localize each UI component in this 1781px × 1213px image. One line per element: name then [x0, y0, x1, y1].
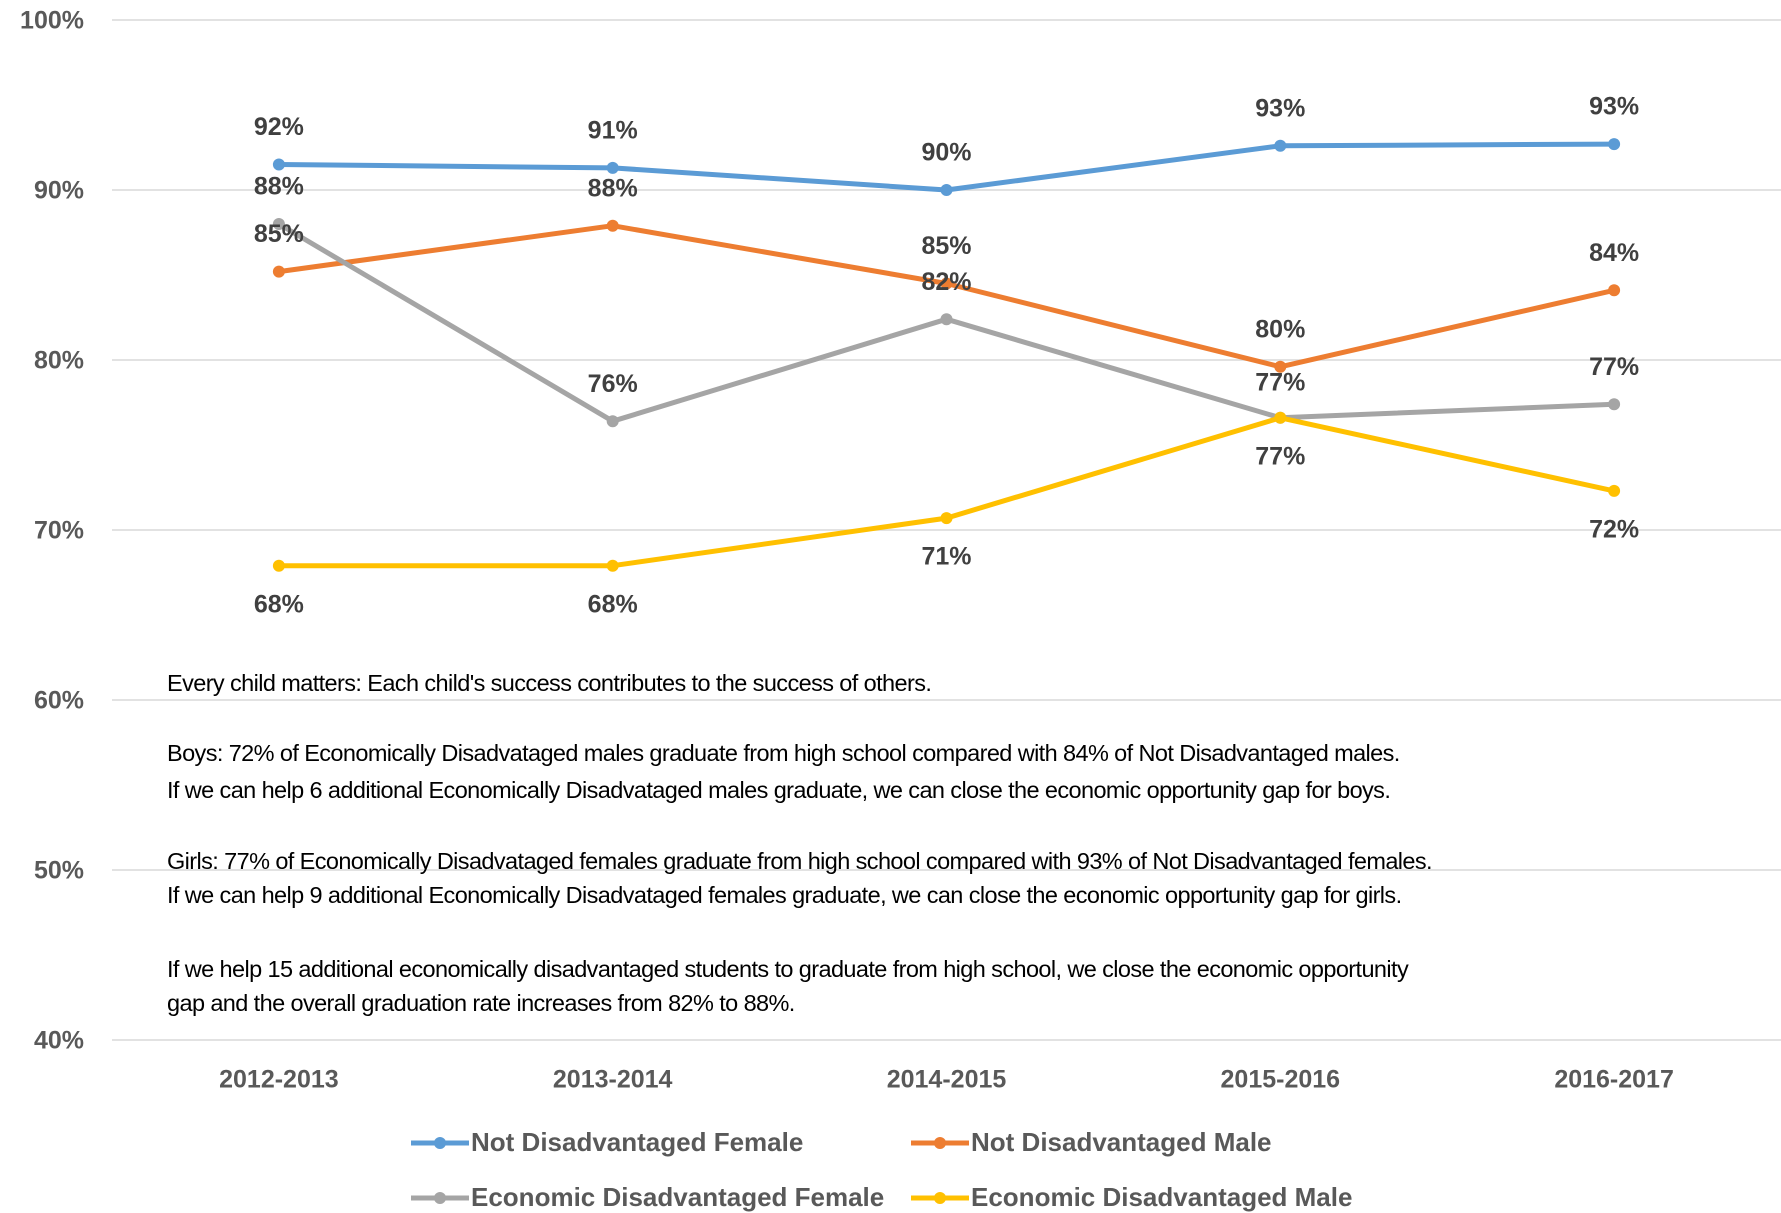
legend-label: Economic Disadvantaged Male [971, 1182, 1352, 1212]
data-label: 72% [1589, 516, 1639, 544]
point [1274, 139, 1287, 152]
point [940, 277, 953, 290]
legend-swatch-marker [934, 1192, 946, 1204]
point [606, 219, 619, 232]
data-label: 76% [588, 370, 638, 398]
data-label: 84% [1589, 239, 1639, 267]
legend-label: Not Disadvantaged Female [471, 1127, 803, 1157]
legend-label: Economic Disadvantaged Female [471, 1182, 884, 1212]
y-tick-label: 90% [34, 177, 84, 205]
annotation: If we help 15 additional economically di… [167, 956, 1409, 982]
data-label: 88% [588, 174, 638, 202]
data-label: 77% [1589, 353, 1639, 381]
point [1608, 284, 1621, 297]
data-label: 77% [1255, 442, 1305, 470]
data-label: 77% [1255, 368, 1305, 396]
point [272, 559, 285, 572]
data-label: 68% [588, 590, 638, 618]
data-label: 91% [588, 117, 638, 145]
point [272, 158, 285, 171]
point [606, 161, 619, 174]
annotation: gap and the overall graduation rate incr… [167, 990, 795, 1016]
point [1608, 398, 1621, 411]
x-tick-label: 2015-2016 [1221, 1066, 1341, 1094]
y-tick-label: 100% [20, 7, 84, 35]
data-label: 90% [921, 139, 971, 167]
point [272, 218, 285, 230]
point [272, 265, 285, 278]
legend-swatch-marker [434, 1137, 446, 1149]
data-label: 92% [254, 113, 304, 141]
y-tick-label: 40% [34, 1027, 84, 1055]
point [1608, 484, 1621, 497]
data-label: 68% [254, 590, 304, 618]
x-tick-label: 2013-2014 [553, 1066, 673, 1094]
x-tick-label: 2012-2013 [219, 1066, 339, 1094]
annotation: If we can help 9 additional Economically… [167, 882, 1402, 908]
data-label: 93% [1589, 93, 1639, 121]
data-label: 71% [921, 543, 971, 571]
point [606, 559, 619, 572]
data-label: 85% [254, 220, 304, 248]
point [940, 184, 953, 196]
legend-swatch-marker [434, 1192, 446, 1204]
y-tick-label: 80% [34, 347, 84, 375]
annotation: Girls: 77% of Economically Disadvataged … [167, 848, 1432, 874]
point [1274, 360, 1287, 373]
annotation: Boys: 72% of Economically Disadvataged m… [167, 740, 1400, 766]
y-tick-label: 70% [34, 517, 84, 545]
data-label: 88% [254, 173, 304, 201]
y-tick-label: 50% [34, 857, 84, 885]
point [1608, 138, 1621, 151]
legend-label: Not Disadvantaged Male [971, 1127, 1272, 1157]
point [606, 415, 619, 428]
x-tick-label: 2016-2017 [1554, 1066, 1674, 1094]
data-label: 85% [921, 232, 971, 260]
data-label: 80% [1255, 315, 1305, 343]
point [940, 512, 953, 525]
data-label: 82% [921, 268, 971, 296]
legend-swatch-marker [934, 1137, 946, 1149]
point [1274, 411, 1287, 424]
annotation: If we can help 6 additional Economically… [167, 777, 1390, 803]
annotation: Every child matters: Each child's succes… [167, 670, 931, 696]
x-tick-label: 2014-2015 [887, 1066, 1007, 1094]
point [940, 313, 953, 326]
data-label: 93% [1255, 94, 1305, 122]
y-tick-label: 60% [34, 687, 84, 715]
